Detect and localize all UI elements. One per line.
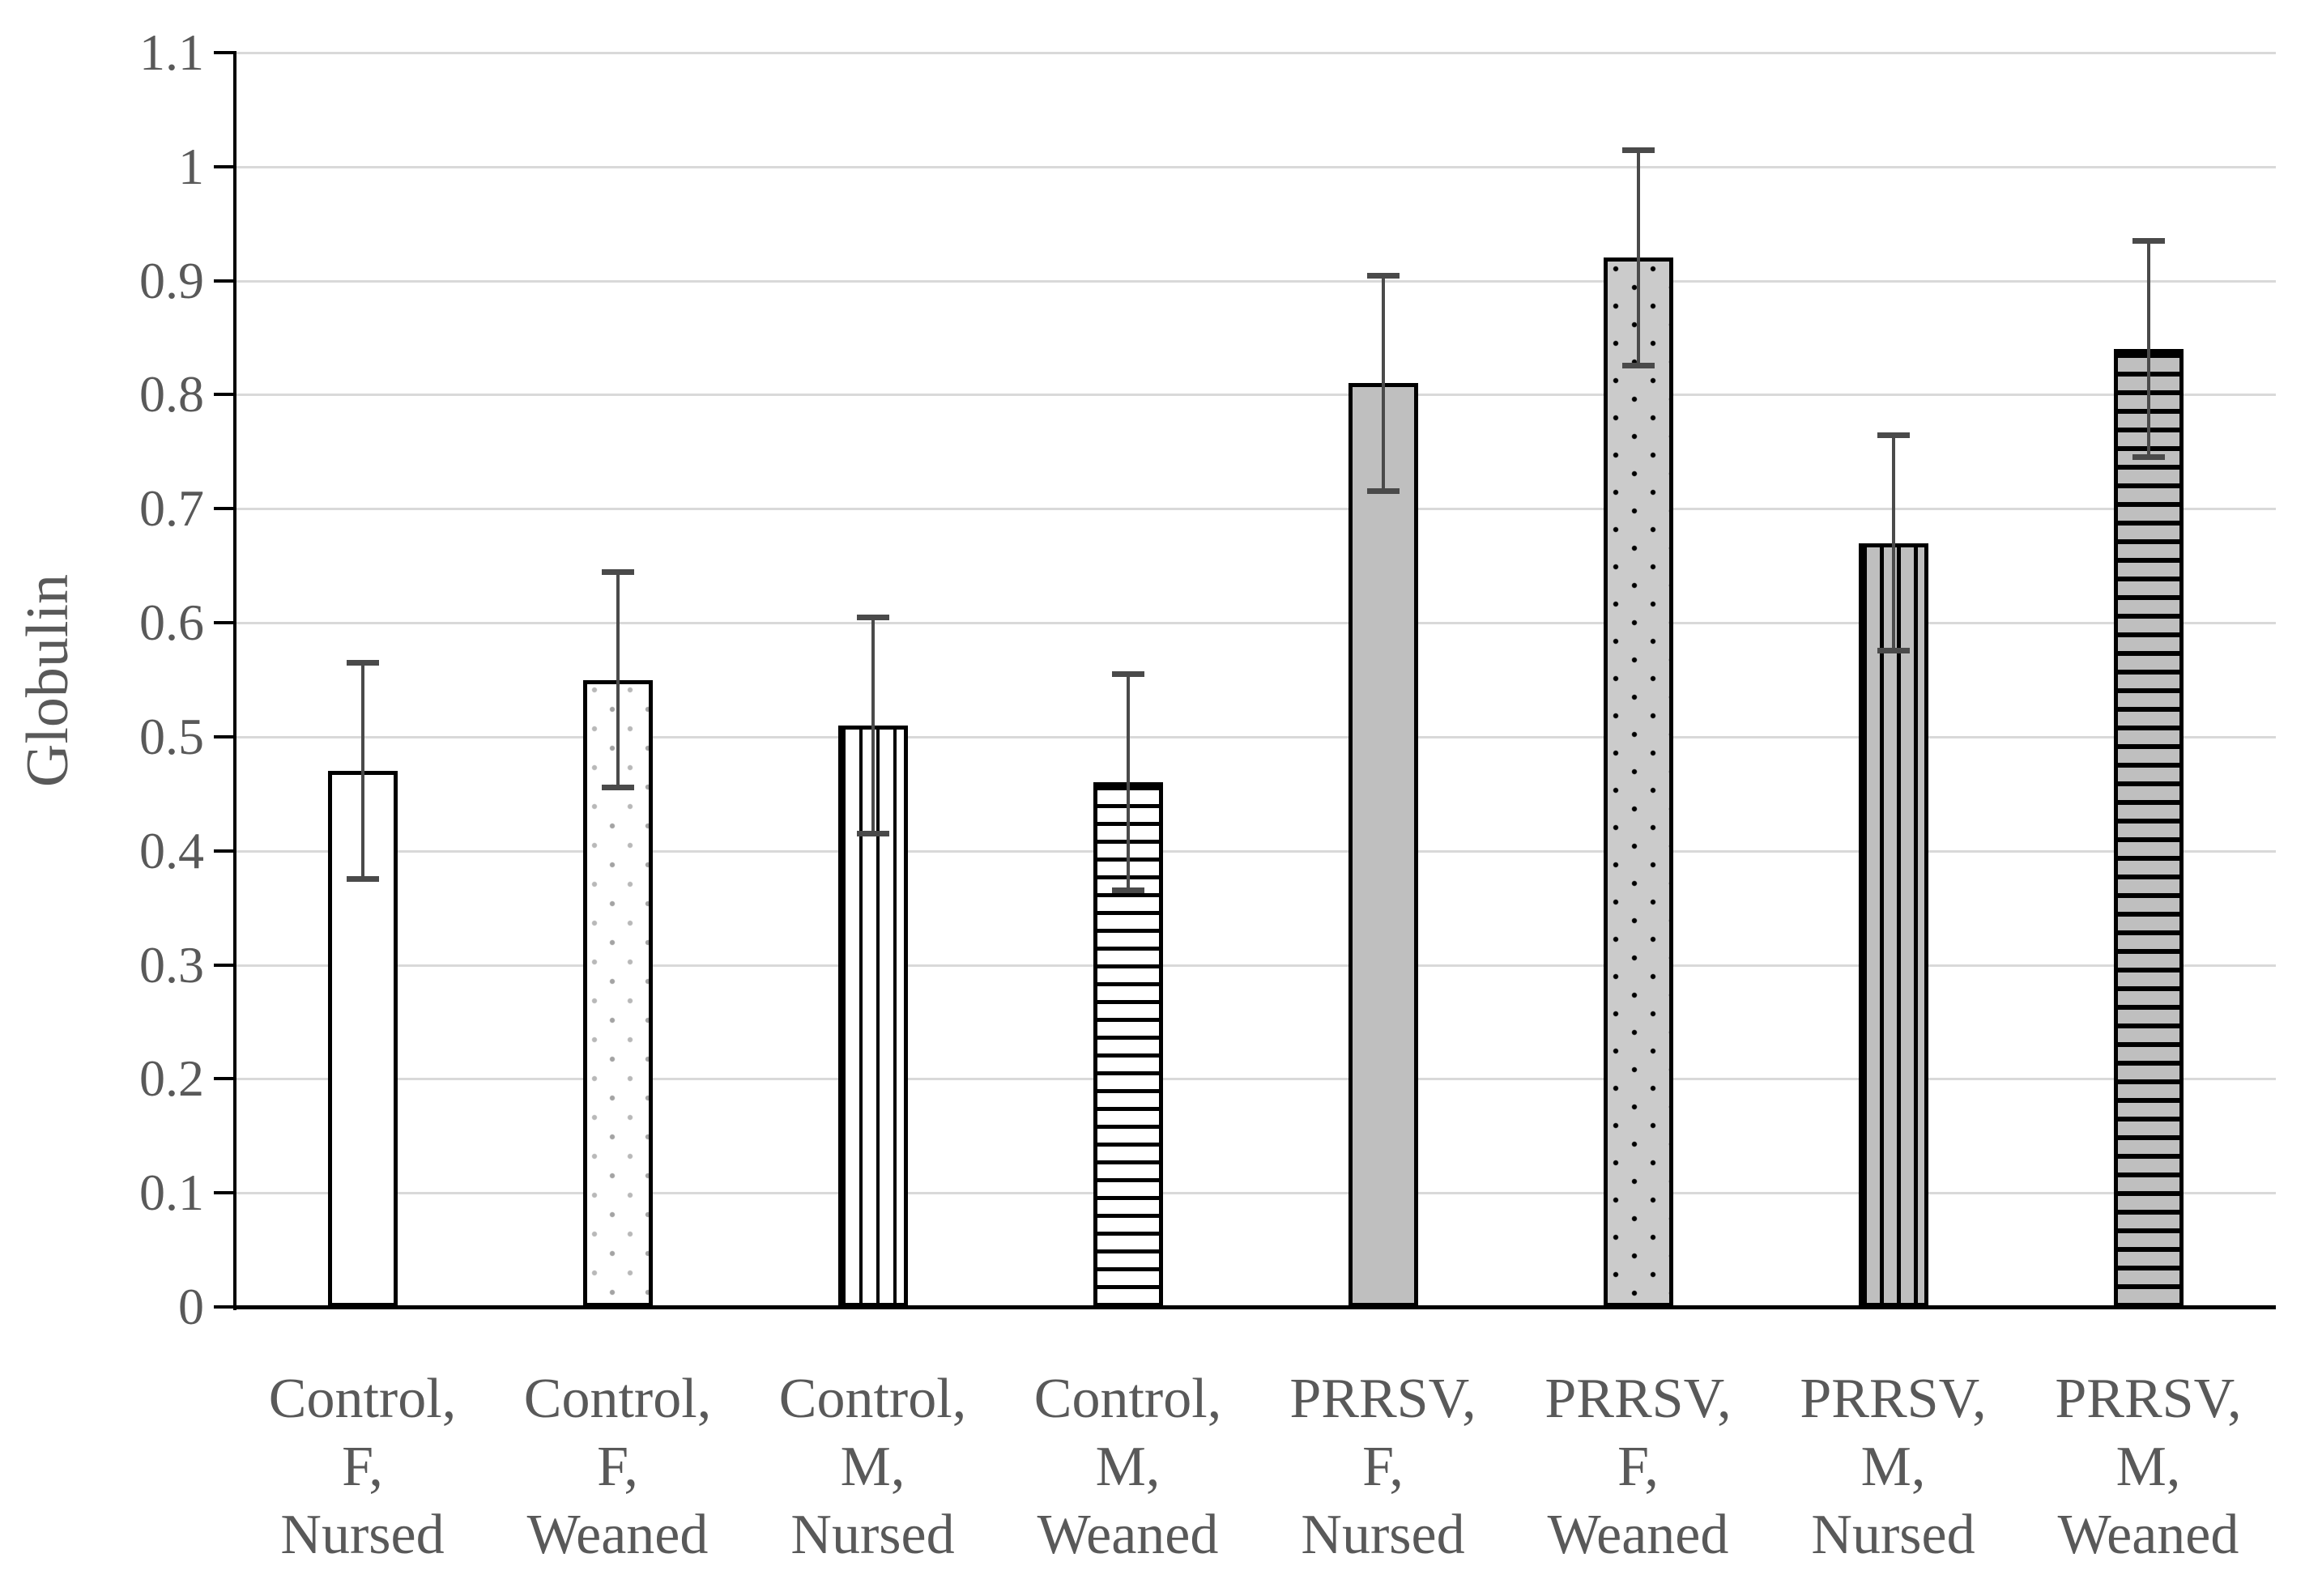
gridline-0.4: [235, 849, 2276, 853]
y-axis-tick-0: [214, 1305, 235, 1309]
y-axis-tick-0.6: [214, 621, 235, 625]
error-bar-bottom-cap-control-m-nursed: [856, 830, 889, 836]
error-bar-top-cap-control-m-nursed: [856, 615, 889, 621]
y-axis-tick-0.2: [214, 1077, 235, 1081]
y-tick-label-0.8: 0.8: [139, 365, 204, 423]
y-axis-tick-0.4: [214, 849, 235, 853]
y-axis-line: [233, 51, 236, 1310]
y-axis-tick-0.5: [214, 734, 235, 738]
y-axis-tick-0.8: [214, 393, 235, 397]
plot-area: [235, 52, 2276, 1307]
x-tick-label-control-m-nursed: Control, M, Nursed: [778, 1368, 967, 1566]
y-tick-label-0.9: 0.9: [139, 251, 204, 309]
error-bar-line-control-f-nursed: [360, 662, 364, 879]
error-bar-line-prrsv-f-nursed: [1381, 275, 1385, 492]
error-bar-line-control-m-nursed: [871, 617, 875, 834]
bar-prrsv-f-nursed: [1348, 383, 1418, 1307]
y-axis-tick-0.7: [214, 507, 235, 511]
gridline-1: [235, 165, 2276, 168]
error-bar-top-cap-control-m-weaned: [1111, 671, 1144, 678]
y-tick-label-0.6: 0.6: [139, 594, 204, 652]
y-tick-label-0.4: 0.4: [139, 821, 204, 879]
y-tick-label-0.1: 0.1: [139, 1164, 204, 1222]
gridline-0.2: [235, 1078, 2276, 1081]
error-bar-top-cap-prrsv-m-weaned: [2132, 238, 2165, 245]
error-bar-line-prrsv-f-weaned: [1636, 149, 1640, 367]
x-axis-baseline: [233, 1305, 2276, 1309]
x-tick-label-control-f-nursed: Control, F, Nursed: [268, 1368, 457, 1566]
error-bar-control-m-nursed: [856, 615, 889, 836]
error-bar-prrsv-m-weaned: [2132, 238, 2165, 460]
error-bar-bottom-cap-prrsv-f-nursed: [1366, 488, 1400, 495]
y-axis-tick-0.3: [214, 963, 235, 967]
gridline-0.8: [235, 394, 2276, 397]
y-axis-tick-0.9: [214, 279, 235, 283]
y-tick-label-0: 0: [178, 1278, 204, 1335]
error-bar-bottom-cap-control-f-weaned: [601, 785, 634, 791]
error-bar-prrsv-f-nursed: [1366, 272, 1400, 495]
error-bar-bottom-cap-control-m-weaned: [1111, 887, 1144, 894]
error-bar-top-cap-prrsv-f-weaned: [1621, 147, 1655, 153]
gridline-0.1: [235, 1192, 2276, 1195]
bar-prrsv-f-weaned: [1603, 257, 1673, 1307]
x-tick-label-control-f-weaned: Control, F, Weaned: [523, 1368, 712, 1566]
x-tick-label-prrsv-m-nursed: PRRSV, M, Nursed: [1800, 1368, 1987, 1566]
y-tick-label-0.2: 0.2: [139, 1049, 204, 1108]
error-bar-line-control-m-weaned: [1126, 674, 1130, 892]
error-bar-control-f-weaned: [601, 568, 634, 791]
bar-prrsv-m-weaned: [2113, 349, 2184, 1307]
error-bar-bottom-cap-prrsv-m-weaned: [2132, 453, 2165, 460]
gridline-0.6: [235, 622, 2276, 625]
error-bar-prrsv-f-weaned: [1621, 147, 1655, 369]
x-tick-label-control-m-weaned: Control, M, Weaned: [1033, 1368, 1222, 1566]
gridline-0.9: [235, 279, 2276, 283]
error-bar-line-control-f-weaned: [616, 571, 620, 789]
y-tick-label-0.5: 0.5: [139, 707, 204, 765]
error-bar-top-cap-prrsv-f-nursed: [1366, 272, 1400, 279]
error-bar-prrsv-m-nursed: [1877, 432, 1910, 654]
error-bar-top-cap-prrsv-m-nursed: [1877, 432, 1910, 438]
bar-prrsv-m-nursed: [1858, 543, 1928, 1307]
error-bar-control-m-weaned: [1111, 671, 1144, 894]
error-bar-top-cap-control-f-nursed: [346, 660, 379, 666]
error-bar-line-prrsv-m-nursed: [1891, 434, 1895, 652]
gridline-0.3: [235, 964, 2276, 967]
error-bar-line-prrsv-m-weaned: [2146, 240, 2150, 458]
bar-control-m-weaned: [1093, 782, 1163, 1307]
x-tick-label-prrsv-f-nursed: PRRSV, F, Nursed: [1289, 1368, 1476, 1566]
error-bar-bottom-cap-prrsv-m-nursed: [1877, 648, 1910, 654]
error-bar-bottom-cap-prrsv-f-weaned: [1621, 363, 1655, 369]
gridline-0.7: [235, 508, 2276, 511]
x-tick-label-prrsv-f-weaned: PRRSV, F, Weaned: [1544, 1368, 1732, 1566]
y-tick-label-1.1: 1.1: [139, 23, 204, 81]
y-axis-tick-1.1: [214, 51, 235, 54]
y-axis-tick-0.1: [214, 1191, 235, 1195]
y-tick-label-1: 1: [178, 137, 204, 195]
error-bar-control-f-nursed: [346, 660, 379, 882]
error-bar-bottom-cap-control-f-nursed: [346, 875, 379, 882]
y-tick-label-0.7: 0.7: [139, 479, 204, 538]
y-tick-label-0.3: 0.3: [139, 935, 204, 994]
gridline-1.1: [235, 52, 2276, 54]
gridline-0.5: [235, 735, 2276, 738]
x-tick-label-prrsv-m-weaned: PRRSV, M, Weaned: [2055, 1368, 2242, 1566]
error-bar-top-cap-control-f-weaned: [601, 568, 634, 575]
y-axis-tick-1: [214, 164, 235, 168]
